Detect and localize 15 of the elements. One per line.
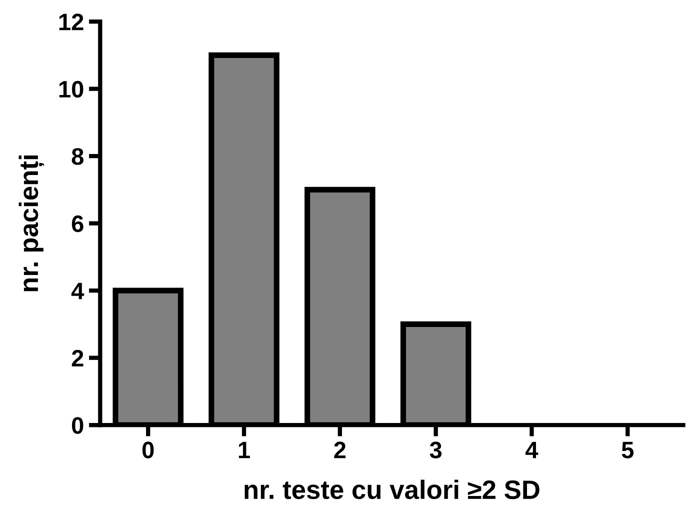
x-tick-label: 4 <box>526 442 538 458</box>
y-tick-label: 0 <box>72 417 84 434</box>
x-axis-title: nr. teste cu valori ≥2 SD <box>244 480 540 500</box>
y-tick-label: 12 <box>59 14 84 30</box>
x-tick-label: 1 <box>238 442 250 458</box>
x-tick-label: 5 <box>622 442 634 458</box>
x-tick-label: 0 <box>142 442 154 458</box>
y-tick-label: 8 <box>72 148 84 165</box>
x-tick-label: 3 <box>430 442 442 458</box>
y-tick-label: 2 <box>72 350 84 366</box>
x-tick-label: 2 <box>334 442 346 458</box>
y-axis-title: nr. pacienți <box>18 156 44 292</box>
y-tick-label: 4 <box>71 282 84 300</box>
y-tick-label: 10 <box>59 80 84 98</box>
y-tick-label: 6 <box>72 215 84 232</box>
